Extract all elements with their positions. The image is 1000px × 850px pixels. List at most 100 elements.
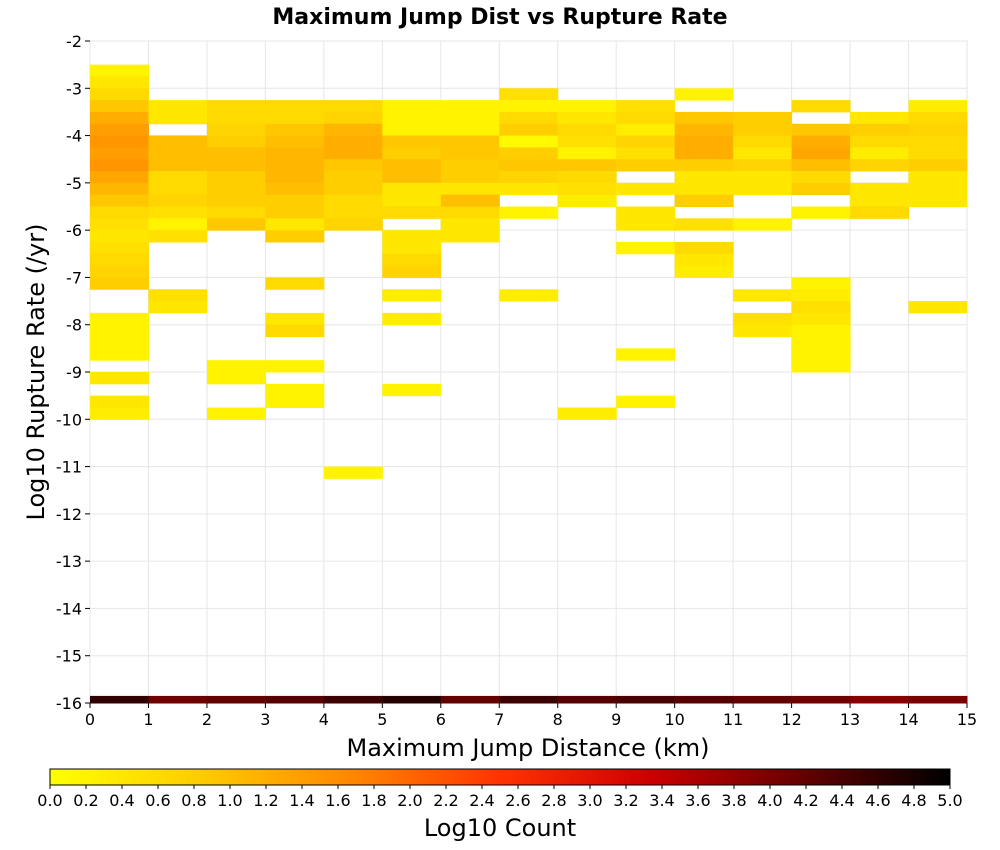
heatmap-cell <box>908 695 968 704</box>
heatmap-cell <box>265 123 325 137</box>
heatmap-cell <box>674 159 734 172</box>
colorbar-tick-label: 3.4 <box>649 791 674 810</box>
colorbar-label: Log10 Count <box>424 814 576 842</box>
heatmap-cell <box>90 135 149 148</box>
heatmap-cell <box>499 159 559 172</box>
heatmap-cell <box>148 206 208 219</box>
heatmap-cell <box>265 194 325 207</box>
heatmap-cell <box>265 218 325 231</box>
heatmap-cell <box>733 171 793 184</box>
heatmap-cell <box>616 206 676 219</box>
heatmap-cell <box>148 171 208 184</box>
heatmap-cell <box>850 182 910 196</box>
y-tick-label: -8 <box>66 316 82 335</box>
colorbar-tick-label: 2.4 <box>469 791 494 810</box>
heatmap-cell <box>616 159 676 172</box>
heatmap-cell <box>850 135 910 148</box>
heatmap-cell <box>382 100 442 113</box>
colorbar-tick-label: 4.8 <box>901 791 926 810</box>
heatmap-cell <box>323 218 383 231</box>
heatmap-cell <box>90 147 149 160</box>
heatmap-cell <box>557 159 617 172</box>
heatmap-cell <box>382 312 442 326</box>
colorbar-tick-label: 5.0 <box>937 791 962 810</box>
heatmap-cell <box>733 147 793 160</box>
heatmap-cell <box>265 324 325 338</box>
heatmap-cell <box>323 206 383 219</box>
heatmap-cell <box>440 123 500 137</box>
heatmap-cell <box>90 88 149 101</box>
heatmap-cell <box>148 230 208 243</box>
heatmap-cell <box>90 395 149 408</box>
y-tick-label: -9 <box>66 363 82 382</box>
heatmap-cell <box>265 147 325 160</box>
heatmap-cell <box>206 147 266 160</box>
y-tick-label: -15 <box>56 647 82 666</box>
heatmap-cell <box>674 695 734 704</box>
y-tick-label: -11 <box>56 458 82 477</box>
heatmap-cell <box>90 182 149 196</box>
heatmap-cell <box>90 64 149 77</box>
heatmap-cell <box>265 695 325 704</box>
heatmap-cell <box>382 695 442 704</box>
heatmap-cell <box>674 265 734 278</box>
heatmap-cell <box>206 123 266 137</box>
heatmap-cell <box>148 695 208 704</box>
heatmap-cells <box>90 64 968 704</box>
heatmap-cell <box>382 182 442 196</box>
heatmap-cell <box>499 147 559 160</box>
heatmap-cell <box>557 147 617 160</box>
heatmap-cell <box>499 135 559 148</box>
heatmap-cell <box>148 218 208 231</box>
heatmap-cell <box>382 111 442 125</box>
x-axis-label: Maximum Jump Distance (km) <box>347 734 710 762</box>
heatmap-cell <box>90 230 149 243</box>
colorbar-tick-label: 2.8 <box>541 791 566 810</box>
heatmap-cell <box>499 182 559 196</box>
heatmap-cell <box>148 147 208 160</box>
heatmap-cell <box>616 395 676 408</box>
heatmap-cell <box>90 407 149 420</box>
heatmap-cell <box>382 253 442 267</box>
heatmap-cell <box>206 159 266 172</box>
heatmap-cell <box>674 88 734 101</box>
heatmap-cell <box>733 218 793 231</box>
colorbar-tick-label: 1.2 <box>253 791 278 810</box>
heatmap-cell <box>557 100 617 113</box>
colorbar-tick-label: 4.4 <box>829 791 854 810</box>
heatmap-cell <box>557 194 617 207</box>
heatmap-cell <box>557 182 617 196</box>
heatmap-cell <box>733 159 793 172</box>
heatmap-cell <box>499 171 559 184</box>
heatmap-cell <box>908 194 968 207</box>
heatmap-cell <box>616 695 676 704</box>
heatmap-cell <box>791 348 851 361</box>
heatmap-cell <box>499 695 559 704</box>
y-axis-label: Log10 Rupture Rate (/yr) <box>22 224 50 521</box>
heatmap-cell <box>382 383 442 397</box>
heatmap-cell <box>499 206 559 219</box>
heatmap-cell <box>616 348 676 361</box>
x-tick-label: 14 <box>898 710 918 729</box>
y-tick-label: -7 <box>66 268 82 287</box>
heatmap-cell <box>733 135 793 148</box>
heatmap-cell <box>323 171 383 184</box>
heatmap-cell <box>206 171 266 184</box>
heatmap-cell <box>557 695 617 704</box>
heatmap-cell <box>90 372 149 385</box>
heatmap-cell <box>323 100 383 113</box>
colorbar-tick-label: 2.6 <box>505 791 530 810</box>
heatmap-cell <box>733 123 793 137</box>
heatmap-cell <box>674 111 734 125</box>
heatmap-cell <box>148 182 208 196</box>
x-tick-label: 4 <box>319 710 329 729</box>
heatmap-cell <box>90 241 149 255</box>
heatmap-cell <box>323 123 383 137</box>
heatmap-cell <box>499 289 559 302</box>
heatmap-cell <box>90 194 149 207</box>
heatmap-cell <box>733 182 793 196</box>
heatmap-cell <box>499 111 559 125</box>
heatmap-cell <box>791 100 851 113</box>
x-axis-ticks: 0 1 2 3 4 5 6 7 8 9 10 11 12 13 14 15 <box>85 703 977 729</box>
x-tick-label: 1 <box>143 710 153 729</box>
